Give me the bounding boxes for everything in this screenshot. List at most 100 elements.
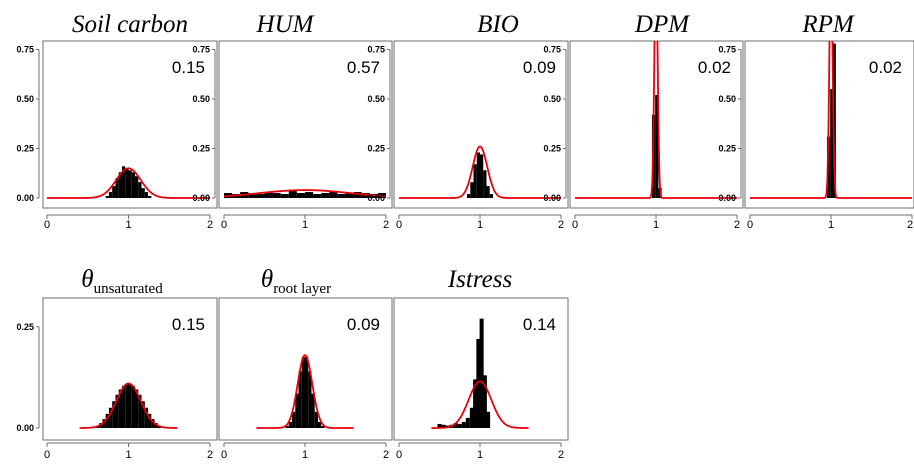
histogram-bar	[108, 407, 113, 428]
normal-fit-curve	[47, 167, 210, 199]
panel-frame	[218, 297, 393, 441]
histogram-bar	[292, 411, 296, 428]
x-tick-label: 0	[221, 449, 227, 461]
panel-annotation: 0.15	[172, 315, 205, 334]
x-tick-label: 1	[828, 219, 834, 231]
histogram-bar	[308, 371, 312, 428]
panel-title: DPM	[634, 11, 690, 38]
histogram-bar	[131, 385, 136, 428]
panel-frame	[393, 297, 569, 441]
histogram-bar	[476, 152, 480, 198]
x-tick-label: 2	[207, 219, 213, 231]
y-tick-label: 0.00	[367, 193, 385, 203]
normal-fit-curve	[256, 354, 354, 429]
histogram-bar	[453, 423, 458, 428]
y-tick-label: 0.50	[16, 94, 34, 104]
x-tick-label: 1	[302, 449, 308, 461]
panel-3: BIO 0.09 0.00 0.25 0.50 0.75 0 1 2	[367, 11, 569, 231]
y-tick-label: 0.00	[16, 193, 34, 203]
y-tick-label: 0.25	[543, 144, 561, 154]
histogram-bar	[128, 170, 132, 198]
histogram-bar	[280, 194, 289, 198]
x-tick-label: 0	[44, 219, 50, 231]
panel-annotation: 0.57	[347, 58, 380, 77]
x-tick-label: 0	[396, 449, 402, 461]
panel-frame	[42, 40, 218, 209]
histogram-bar	[105, 196, 109, 198]
panel-7: θroot layer 0.09 0 1 2	[218, 266, 393, 461]
panel-frame	[42, 297, 218, 441]
panel-frame	[393, 40, 569, 209]
panel-title: BIO	[477, 11, 519, 38]
histogram-bar	[141, 188, 145, 198]
histogram-bar	[313, 194, 322, 198]
histogram-bar	[248, 193, 257, 198]
normal-fit-curve	[750, 41, 912, 199]
x-tick-label: 2	[207, 449, 213, 461]
histogram-bar	[441, 424, 446, 428]
panel-annotation: 0.02	[869, 58, 902, 77]
histogram-bar	[311, 393, 315, 428]
histogram-bar	[305, 192, 314, 198]
histogram-bar	[121, 166, 126, 198]
histogram-bar	[288, 191, 297, 198]
panel-annotation: 0.09	[523, 58, 556, 77]
histogram-bar	[115, 178, 119, 198]
histogram-bar	[482, 375, 487, 428]
histogram-bar	[108, 192, 113, 198]
y-tick-label: 0.50	[192, 94, 210, 104]
histogram-bar	[655, 95, 659, 198]
histogram-bar	[830, 89, 834, 198]
normal-fit-curve	[223, 189, 387, 198]
histogram-bar	[298, 371, 302, 428]
panel-annotation: 0.14	[523, 315, 556, 334]
x-tick-label: 0	[747, 219, 753, 231]
panel-8: Istress 0.14 0 1 2	[393, 266, 569, 461]
x-tick-label: 2	[558, 219, 564, 231]
histogram-bar	[461, 421, 466, 428]
histogram-bar	[144, 407, 149, 428]
histogram-bar	[295, 393, 299, 428]
y-tick-label: 0.00	[543, 193, 561, 203]
histogram-bar	[264, 192, 273, 198]
panel-title: Istress	[447, 266, 512, 293]
histogram-bar	[457, 423, 462, 428]
normal-fit-curve	[431, 380, 529, 429]
histogram-bar	[105, 413, 109, 428]
y-tick-label: 0.50	[367, 94, 385, 104]
histogram-bar	[121, 385, 126, 428]
y-tick-label: 0.25	[16, 322, 34, 332]
x-tick-label: 1	[125, 219, 131, 231]
histogram-bar	[285, 425, 289, 428]
histogram-bar	[135, 176, 139, 198]
histogram-bar	[489, 194, 493, 198]
x-tick-label: 1	[477, 219, 483, 231]
histogram-bar	[314, 411, 318, 428]
histogram-bar	[473, 164, 477, 198]
histogram-bar	[148, 413, 152, 428]
y-tick-label: 0.50	[718, 94, 736, 104]
panel-4: DPM 0.02 0.00 0.25 0.50 0.75 0 1 2	[543, 11, 744, 231]
x-tick-label: 0	[572, 219, 578, 231]
histogram-bar	[476, 338, 481, 428]
histogram-bar	[479, 318, 484, 428]
panel-title: θroot layer	[261, 266, 331, 297]
y-tick-label: 0.00	[192, 193, 210, 203]
panel-5: RPM 0.02 0.00 0.25 0.50 0.75 0 1 2	[718, 11, 914, 231]
histogram-bar	[470, 182, 474, 198]
histogram-bar	[337, 194, 346, 198]
x-tick-label: 0	[396, 219, 402, 231]
y-tick-label: 0.75	[367, 45, 385, 55]
histogram-bar	[437, 423, 442, 428]
x-tick-label: 1	[477, 449, 483, 461]
histogram-bar	[125, 384, 129, 428]
histogram-bar	[256, 194, 265, 198]
y-tick-label: 0.75	[16, 45, 34, 55]
panel-2: HUM 0.57 0.00 0.25 0.50 0.75 0 1 2	[192, 11, 393, 231]
histogram-bar	[301, 357, 305, 428]
histogram-bar	[465, 417, 470, 428]
histogram-bar	[329, 192, 338, 198]
y-tick-label: 0.00	[16, 423, 34, 433]
histogram-bar	[296, 193, 305, 198]
